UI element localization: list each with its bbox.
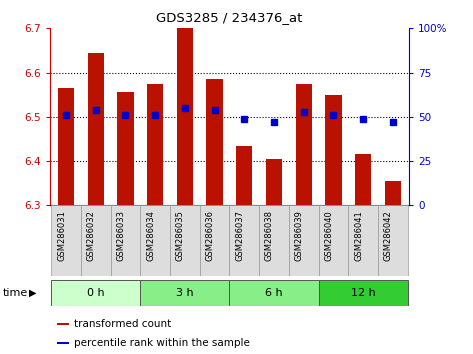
Text: GSM286035: GSM286035 bbox=[176, 210, 185, 261]
Text: 6 h: 6 h bbox=[265, 288, 283, 298]
Text: percentile rank within the sample: percentile rank within the sample bbox=[74, 338, 250, 348]
Bar bbox=[206, 79, 223, 205]
Text: GSM286032: GSM286032 bbox=[87, 210, 96, 261]
Bar bbox=[318, 280, 408, 306]
Bar bbox=[140, 280, 229, 306]
Bar bbox=[385, 181, 401, 205]
Bar bbox=[111, 205, 140, 276]
Text: GSM286041: GSM286041 bbox=[354, 210, 363, 261]
Text: GSM286033: GSM286033 bbox=[116, 210, 125, 261]
Bar bbox=[177, 28, 193, 205]
Bar bbox=[58, 88, 74, 205]
Bar bbox=[378, 205, 408, 276]
Text: GSM286039: GSM286039 bbox=[295, 210, 304, 261]
Bar bbox=[88, 53, 104, 205]
Bar bbox=[348, 205, 378, 276]
Text: ▶: ▶ bbox=[29, 288, 37, 298]
Bar bbox=[81, 205, 111, 276]
Text: GSM286040: GSM286040 bbox=[324, 210, 333, 261]
Text: GSM286037: GSM286037 bbox=[235, 210, 244, 261]
Text: GSM286038: GSM286038 bbox=[265, 210, 274, 261]
Text: 12 h: 12 h bbox=[350, 288, 376, 298]
Bar bbox=[325, 95, 342, 205]
Bar bbox=[355, 154, 371, 205]
Bar bbox=[289, 205, 318, 276]
Text: transformed count: transformed count bbox=[74, 319, 171, 329]
Bar bbox=[296, 84, 312, 205]
Bar bbox=[57, 323, 69, 325]
Bar bbox=[117, 92, 133, 205]
Text: GSM286034: GSM286034 bbox=[146, 210, 155, 261]
Bar bbox=[57, 342, 69, 344]
Bar bbox=[140, 205, 170, 276]
Bar bbox=[266, 159, 282, 205]
Bar bbox=[236, 145, 253, 205]
Bar bbox=[51, 205, 81, 276]
Bar bbox=[229, 205, 259, 276]
Bar bbox=[147, 84, 163, 205]
Bar bbox=[229, 280, 318, 306]
Bar bbox=[51, 280, 140, 306]
Text: 0 h: 0 h bbox=[87, 288, 105, 298]
Bar bbox=[200, 205, 229, 276]
Text: GSM286031: GSM286031 bbox=[57, 210, 66, 261]
Text: 3 h: 3 h bbox=[176, 288, 193, 298]
Text: GSM286042: GSM286042 bbox=[384, 210, 393, 261]
Bar bbox=[318, 205, 348, 276]
Bar bbox=[259, 205, 289, 276]
Text: GSM286036: GSM286036 bbox=[206, 210, 215, 261]
Text: time: time bbox=[2, 288, 27, 298]
Bar bbox=[170, 205, 200, 276]
Text: GDS3285 / 234376_at: GDS3285 / 234376_at bbox=[156, 11, 303, 24]
